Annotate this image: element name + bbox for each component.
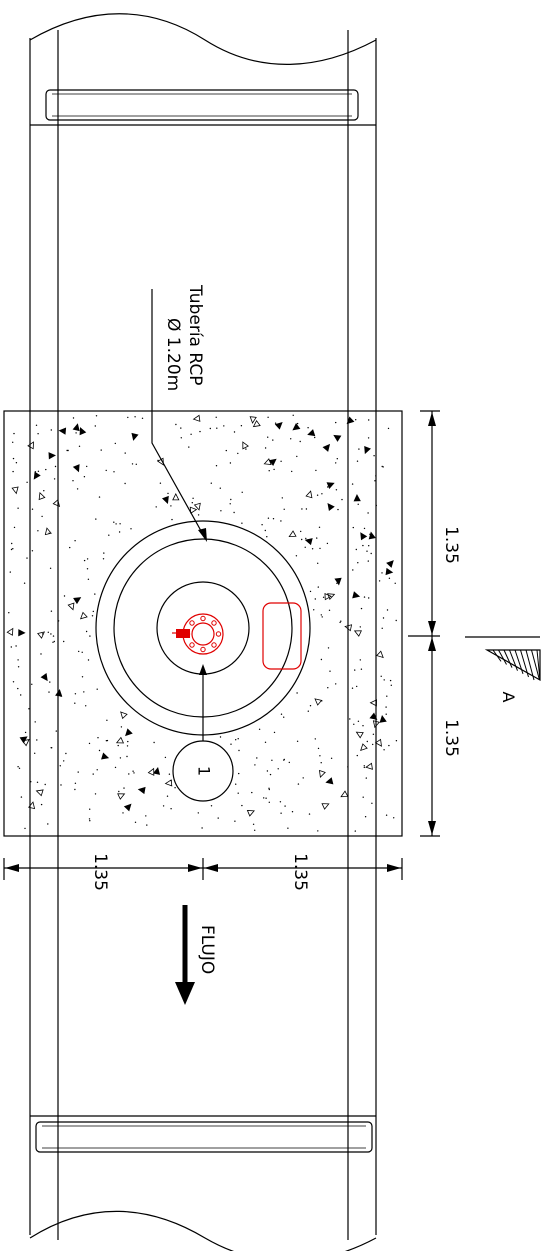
- callout: 1: [172, 664, 234, 802]
- pipe-label-line1: Tubería RCP: [185, 284, 205, 385]
- bottom-pipe-joint: [30, 1115, 376, 1153]
- dim-bottom-right: 1.35: [290, 853, 310, 891]
- access-opening: [262, 602, 302, 670]
- culvert-walls: [29, 30, 377, 1240]
- flow-arrow: [175, 905, 195, 1005]
- pipe-label-leader: [151, 289, 207, 542]
- flow-label: FLUJO: [197, 925, 217, 974]
- bottom-dimension: [3, 858, 403, 880]
- section-marker-label: A: [499, 692, 518, 703]
- callout-number: 1: [195, 766, 214, 776]
- top-break-line: [29, 13, 377, 65]
- dim-bottom-left: 1.35: [90, 853, 110, 891]
- top-pipe-joint: [30, 89, 376, 126]
- dim-right-top: 1.35: [441, 526, 461, 564]
- concrete-stipple: [6, 414, 398, 832]
- pipe-label-line2: Ø 1.20m: [163, 318, 183, 391]
- bottom-break-line: [29, 1210, 377, 1256]
- section-marker: [465, 636, 541, 682]
- concrete-box: [3, 410, 403, 837]
- right-dimension: [408, 410, 440, 837]
- dim-right-bottom: 1.35: [441, 719, 461, 757]
- valve-fixture: [172, 613, 224, 655]
